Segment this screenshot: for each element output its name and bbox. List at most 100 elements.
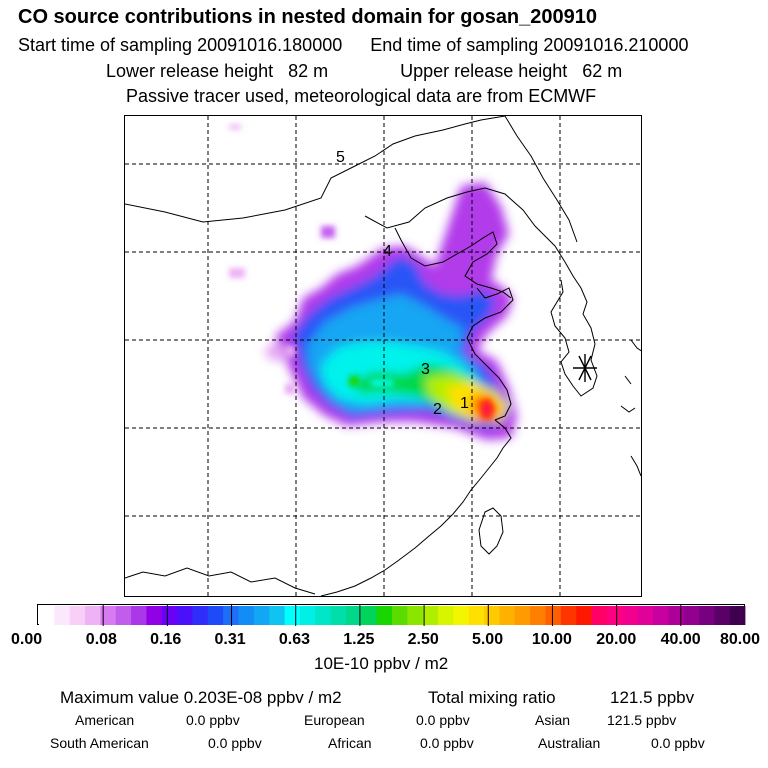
colorbar-swatch [284, 606, 301, 625]
colorbar-swatch [207, 606, 224, 625]
colorbar-swatch [545, 606, 562, 625]
region-south-american-value: 0.0 ppbv [208, 735, 262, 751]
colorbar-swatch [146, 606, 163, 625]
plume-fleck-lilac-4 [285, 384, 295, 394]
region-american-name: American [75, 712, 135, 728]
colorbar-swatch [299, 606, 316, 625]
asterisk-receptor-icon [573, 354, 597, 382]
colorbar-tick-label: 0.16 [150, 631, 182, 648]
source-label-5: 5 [336, 149, 345, 166]
internal-border [394, 227, 412, 259]
colorbar-swatch [422, 606, 439, 625]
plume-level-lilac [265, 342, 291, 362]
colorbar-units: 10E-10 ppbv / m2 [314, 654, 449, 673]
max-value: Maximum value 0.203E-08 ppbv / m2 [60, 688, 342, 707]
colorbar-swatch [484, 606, 500, 625]
colorbar-swatch [576, 606, 592, 625]
colorbar-tick-label: 80.00 [719, 631, 760, 648]
region-european-name: European [304, 712, 365, 728]
colorbar-swatch [530, 606, 546, 625]
region-australian-name: Australian [538, 735, 601, 751]
region-american-value: 0.0 ppbv [186, 712, 240, 728]
colorbar-swatches [39, 605, 746, 626]
manchuria-border [364, 187, 566, 263]
colorbar-swatch [192, 606, 209, 625]
source-label-4: 4 [383, 243, 392, 260]
release-heights: Lower release height 82 m Upper release h… [106, 61, 622, 82]
source-label-3: 3 [421, 361, 430, 378]
yangtze-delta-coast [320, 419, 512, 596]
colorbar-swatch [131, 606, 147, 625]
colorbar-tick-label: 0.31 [214, 631, 246, 648]
plume-fleck-green [349, 376, 359, 386]
northern-border [125, 116, 506, 223]
release-lower: Lower release height 82 m [106, 61, 329, 81]
region-asian-value: 121.5 ppbv [607, 712, 677, 728]
colorbar-swatch [223, 606, 239, 625]
sampling-times: Start time of sampling 20091016.180000 En… [18, 35, 688, 56]
colorbar-swatch [514, 606, 531, 625]
colorbar-swatch [69, 606, 86, 625]
map-canvas: 1 2 3 4 5 [125, 116, 641, 596]
sampling-start: Start time of sampling 20091016.180000 [18, 35, 343, 55]
colorbar-swatch [115, 606, 132, 625]
taiwan-coast [478, 507, 504, 555]
colorbar-swatch [161, 606, 178, 625]
release-upper: Upper release height 62 m [400, 61, 623, 81]
colorbar-swatch [269, 606, 285, 625]
shandong-coast [466, 287, 514, 421]
colorbar-swatch [253, 606, 270, 625]
region-african-value: 0.0 ppbv [420, 735, 474, 751]
colorbar-swatch [85, 606, 101, 625]
colorbar-tick-label: 0.63 [278, 631, 311, 648]
colorbar-swatch [668, 606, 685, 625]
colorbar-swatch [407, 606, 424, 625]
map-panel: 1 2 3 4 5 [124, 115, 642, 597]
sampling-end: End time of sampling 20091016.210000 [370, 35, 689, 55]
colorbar-swatch [729, 606, 746, 625]
source-label-1: 1 [460, 395, 469, 412]
plume-fleck-lilac-2 [229, 268, 245, 278]
plume-fleck-violet [321, 226, 335, 238]
colorbar-tick-label: 5.00 [471, 631, 504, 648]
colorbar-tick-label: 2.50 [407, 631, 439, 648]
plume-fleck-lilac-3 [285, 346, 295, 356]
colorbar-swatch [560, 606, 577, 625]
colorbar-swatch [606, 606, 623, 625]
colorbar-tick-label: 1.25 [343, 631, 375, 648]
colorbar-tick-label: 20.00 [596, 631, 637, 648]
tracer-note: Passive tracer used, meteorological data… [126, 86, 597, 106]
southern-border [125, 567, 316, 595]
colorbar-swatch [54, 606, 71, 625]
plume-level-magenta [483, 404, 491, 414]
source-labels: 1 2 3 4 5 [336, 149, 469, 418]
region-south-american-name: South American [50, 735, 149, 751]
korea-coast [550, 261, 598, 397]
colorbar-tick-label: 10.00 [531, 631, 572, 648]
bohai-coast [410, 231, 512, 299]
plume-fleck-lilac-1 [229, 124, 241, 130]
region-african-name: African [328, 735, 372, 751]
colorbar-swatch [376, 606, 393, 625]
figure-title: CO source contributions in nested domain… [18, 6, 598, 28]
colorbar-swatch [652, 606, 669, 625]
colorbar-swatch [177, 606, 193, 625]
colorbar-swatch [438, 606, 454, 625]
colorbar-swatch [591, 606, 608, 625]
region-european-value: 0.0 ppbv [416, 712, 470, 728]
colorbar-swatch [714, 606, 731, 625]
colorbar-swatch [637, 606, 654, 625]
northeast-border [504, 116, 578, 243]
colorbar-swatch [468, 606, 485, 625]
plume-fleck-cyan [371, 380, 393, 386]
colorbar-swatch [453, 606, 470, 625]
coastlines [125, 116, 641, 596]
colorbar-swatch [361, 606, 378, 625]
source-label-2: 2 [433, 401, 442, 418]
colorbar-swatch [698, 606, 715, 625]
region-australian-value: 0.0 ppbv [651, 735, 705, 751]
colorbar-swatch [39, 606, 55, 625]
colorbar-swatch [100, 606, 117, 625]
colorbar-swatch [392, 606, 408, 625]
colorbar-swatch [330, 606, 347, 625]
